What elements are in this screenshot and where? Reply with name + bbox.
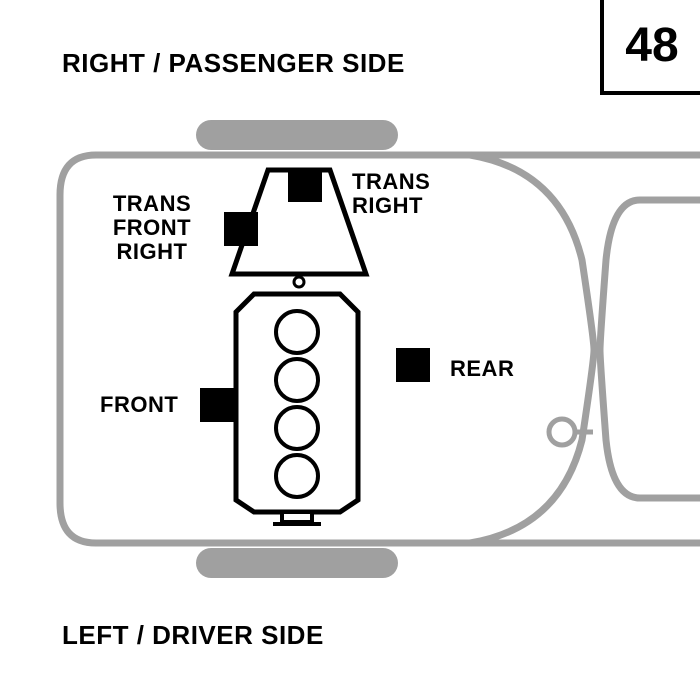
wheel-bottom: [196, 548, 398, 578]
bottom-side-label: LEFT / DRIVER SIDE: [62, 620, 324, 651]
mount-trans-right: [288, 168, 322, 202]
wheel-top: [196, 120, 398, 150]
page-number: 48: [600, 0, 700, 95]
top-side-label: RIGHT / PASSENGER SIDE: [62, 48, 405, 79]
page-number-text: 48: [625, 18, 678, 73]
mount-rear: [396, 348, 430, 382]
label-trans-right: TRANSRIGHT: [352, 170, 430, 218]
label-front: FRONT: [100, 392, 178, 418]
diagram-svg: [0, 0, 700, 700]
mount-trans-front-right: [224, 212, 258, 246]
engine-block: [236, 294, 358, 524]
label-rear: REAR: [450, 356, 514, 382]
mount-front: [200, 388, 234, 422]
label-trans-front-right: TRANSFRONTRIGHT: [92, 192, 212, 265]
